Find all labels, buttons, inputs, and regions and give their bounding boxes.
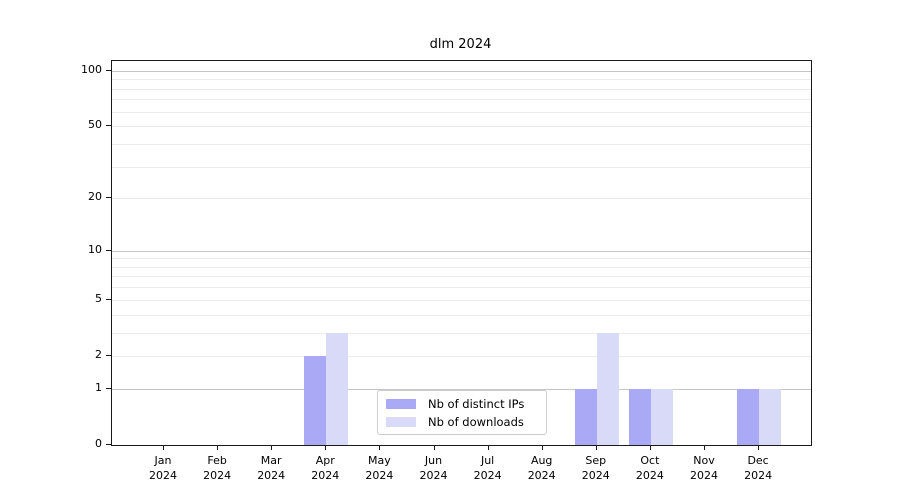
x-tick-may <box>379 445 381 450</box>
gridline-minor-5 <box>112 299 811 301</box>
gridline-minor-80 <box>112 88 811 90</box>
y-tick-label-5: 5 <box>95 291 102 305</box>
y-tick-label-10: 10 <box>88 242 102 256</box>
x-tick-label-oct: Oct 2024 <box>635 454 664 482</box>
x-tick-nov <box>704 445 705 450</box>
bar-ips-apr <box>304 355 327 445</box>
gridline-minor-6 <box>112 287 811 289</box>
y-tick-label-20: 20 <box>88 190 102 204</box>
gridline-major-10 <box>112 250 811 252</box>
legend-label-distinct-ips: Nb of distinct IPs <box>428 397 525 411</box>
gridline-minor-7 <box>112 276 811 278</box>
gridline-minor-70 <box>112 99 811 101</box>
gridline-minor-60 <box>112 111 811 113</box>
y-tick-label-0: 0 <box>95 437 102 450</box>
x-tick-label-dec: Dec 2024 <box>744 454 773 482</box>
x-tick-label-nov: Nov 2024 <box>690 454 718 482</box>
y-tick-1 <box>106 387 111 389</box>
y-tick-100 <box>106 69 111 71</box>
x-tick-mar <box>271 445 273 450</box>
y-tick-2 <box>106 354 111 356</box>
plot-area <box>111 60 812 446</box>
bar-downloads-apr <box>326 332 349 445</box>
x-tick-aug <box>541 445 543 450</box>
gridline-minor-30 <box>112 166 811 168</box>
x-tick-sep <box>595 445 597 450</box>
y-tick-20 <box>106 197 111 199</box>
legend: Nb of distinct IPs Nb of downloads <box>377 390 547 435</box>
x-tick-jun <box>433 445 435 450</box>
gridline-minor-90 <box>112 79 811 81</box>
x-tick-label-jun: Jun 2024 <box>419 454 448 482</box>
bar-ips-sep <box>574 388 597 445</box>
gridline-major-100 <box>112 70 811 72</box>
x-tick-oct <box>649 445 651 450</box>
x-tick-jan <box>163 445 164 450</box>
gridline-minor-8 <box>112 266 811 268</box>
y-tick-50 <box>106 125 111 127</box>
x-tick-apr <box>325 445 327 450</box>
legend-item-downloads: Nb of downloads <box>386 414 538 430</box>
bar-downloads-dec <box>759 388 782 445</box>
legend-item-distinct-ips: Nb of distinct IPs <box>386 396 538 412</box>
y-tick-5 <box>106 298 111 300</box>
x-tick-feb <box>217 445 219 450</box>
bar-ips-dec <box>737 388 760 445</box>
legend-swatch-ips <box>386 399 416 409</box>
bar-ips-oct <box>628 388 651 445</box>
y-tick-0 <box>106 444 111 445</box>
y-tick-label-2: 2 <box>95 347 102 361</box>
x-tick-label-jan: Jan 2024 <box>149 454 177 482</box>
x-tick-label-sep: Sep 2024 <box>581 454 610 482</box>
gridline-minor-2 <box>112 355 811 357</box>
x-tick-jul <box>487 445 489 450</box>
gridline-major-1 <box>112 388 811 390</box>
y-tick-label-1: 1 <box>95 380 102 394</box>
legend-swatch-downloads <box>386 417 416 427</box>
x-tick-label-feb: Feb 2024 <box>203 454 232 482</box>
gridline-minor-40 <box>112 143 811 145</box>
x-tick-label-may: May 2024 <box>365 454 394 482</box>
x-tick-label-apr: Apr 2024 <box>311 454 340 482</box>
gridline-minor-4 <box>112 314 811 316</box>
chart-title: dlm 2024 <box>429 37 492 52</box>
x-tick-dec <box>758 445 760 450</box>
legend-label-downloads: Nb of downloads <box>428 415 524 429</box>
y-tick-10 <box>106 249 111 251</box>
gridline-minor-50 <box>112 126 811 128</box>
bar-downloads-sep <box>596 332 619 445</box>
gridline-minor-20 <box>112 198 811 200</box>
x-tick-label-jul: Jul 2024 <box>473 454 502 482</box>
x-tick-label-mar: Mar 2024 <box>257 454 286 482</box>
y-tick-label-100: 100 <box>81 62 102 76</box>
x-tick-label-aug: Aug 2024 <box>527 454 556 482</box>
bar-downloads-oct <box>650 388 673 445</box>
gridline-minor-3 <box>112 332 811 334</box>
y-tick-label-50: 50 <box>88 118 102 132</box>
gridline-minor-9 <box>112 258 811 260</box>
